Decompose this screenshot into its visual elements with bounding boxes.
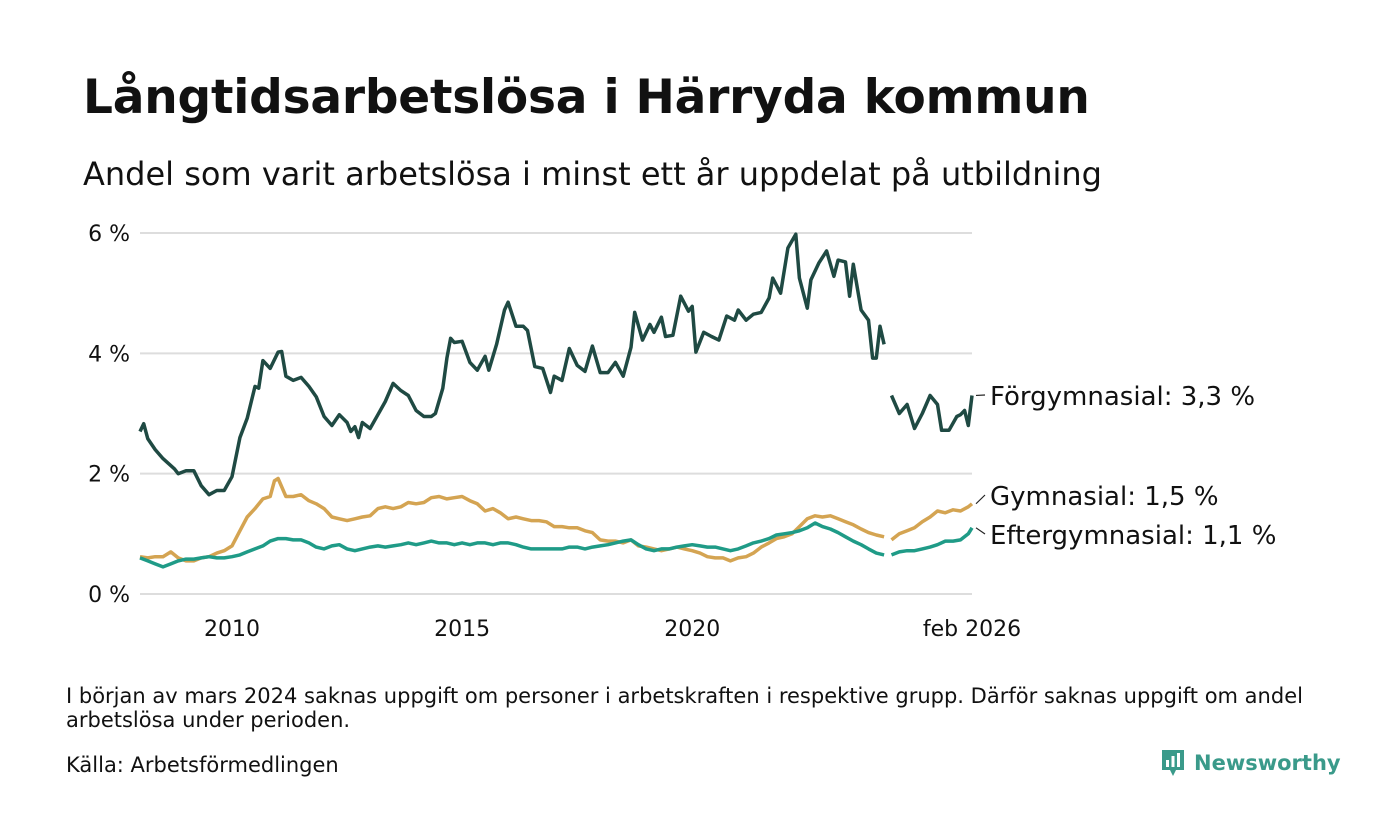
newsworthy-logo-icon xyxy=(1162,750,1184,776)
x-tick-label: 2015 xyxy=(434,617,490,642)
footnote: I början av mars 2024 saknas uppgift om … xyxy=(66,684,1303,732)
source-text: Källa: Arbetsförmedlingen xyxy=(66,753,339,777)
x-tick-label: feb 2026 xyxy=(923,617,1021,642)
chart-subtitle: Andel som varit arbetslösa i minst ett å… xyxy=(83,155,1102,193)
brand-name: Newsworthy xyxy=(1194,751,1341,775)
x-tick-label: 2010 xyxy=(204,617,260,642)
line-chart: 0 % 2 % 4 % 6 % 2010 2015 2020 feb 2026 Förgym… xyxy=(88,222,1276,642)
series-line-gymnasial xyxy=(139,476,885,563)
series-lines xyxy=(138,232,974,569)
brand-logo[interactable]: Newsworthy xyxy=(1160,748,1341,778)
grid-lines xyxy=(140,232,972,595)
y-tick-label: 4 % xyxy=(88,342,130,367)
x-tick-label: 2020 xyxy=(664,617,720,642)
label-leader-eftergymnasial xyxy=(975,527,986,535)
y-axis: 0 % 2 % 4 % 6 % xyxy=(88,222,130,608)
x-axis: 2010 2015 2020 feb 2026 xyxy=(204,617,1021,642)
chart-title: Långtidsarbetslösa i Härryda kommun xyxy=(83,70,1090,125)
series-line-gymnasial-recent xyxy=(890,502,974,542)
series-line-forgymnasial-recent xyxy=(889,393,974,433)
series-label-gymnasial: Gymnasial: 1,5 % xyxy=(990,482,1219,512)
series-line-eftergymnasial-recent xyxy=(890,526,974,557)
y-tick-label: 0 % xyxy=(88,583,130,608)
series-label-eftergymnasial: Eftergymnasial: 1,1 % xyxy=(990,521,1276,551)
series-label-forgymnasial: Förgymnasial: 3,3 % xyxy=(990,382,1255,412)
series-labels: Förgymnasial: 3,3 % Gymnasial: 1,5 % Efter… xyxy=(975,382,1276,551)
series-line-eftergymnasial xyxy=(139,521,885,569)
y-tick-label: 6 % xyxy=(88,222,130,247)
series-line-forgymnasial xyxy=(138,232,886,497)
label-leader-gymnasial xyxy=(975,494,986,505)
y-tick-label: 2 % xyxy=(88,463,130,488)
